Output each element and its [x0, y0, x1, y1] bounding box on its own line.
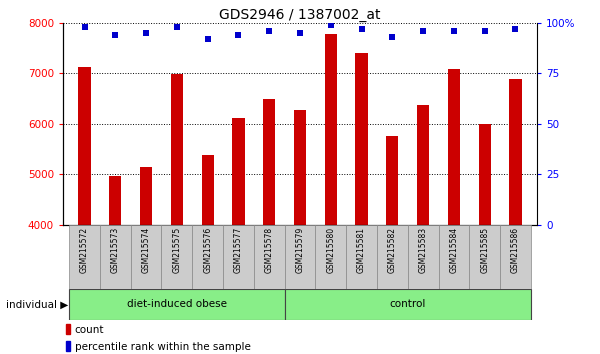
Point: [449, 28, 458, 34]
Bar: [223, 225, 254, 289]
Text: GSM215576: GSM215576: [203, 227, 212, 273]
Bar: [355, 53, 368, 225]
Bar: [294, 110, 306, 225]
Point: [326, 22, 335, 28]
Point: [357, 26, 367, 32]
Point: [233, 32, 243, 38]
Bar: [254, 225, 284, 289]
Point: [110, 32, 120, 38]
Bar: [171, 74, 183, 225]
Bar: [161, 225, 192, 289]
Bar: [100, 225, 131, 289]
Bar: [65, 341, 70, 351]
Text: GSM215573: GSM215573: [111, 227, 120, 273]
Text: GSM215577: GSM215577: [234, 227, 243, 273]
Text: GSM215572: GSM215572: [80, 227, 89, 273]
Bar: [316, 225, 346, 289]
Bar: [284, 289, 531, 320]
Bar: [202, 155, 214, 225]
Bar: [263, 99, 275, 225]
Bar: [439, 225, 469, 289]
Point: [511, 26, 520, 32]
Text: GSM215584: GSM215584: [449, 227, 458, 273]
Point: [388, 34, 397, 40]
Bar: [417, 105, 429, 225]
Bar: [346, 225, 377, 289]
Text: GSM215585: GSM215585: [480, 227, 489, 273]
Text: GSM215583: GSM215583: [419, 227, 428, 273]
Bar: [509, 79, 521, 225]
Point: [172, 24, 182, 30]
Text: GSM215582: GSM215582: [388, 227, 397, 273]
Bar: [479, 124, 491, 225]
Text: GSM215578: GSM215578: [265, 227, 274, 273]
Bar: [109, 176, 121, 225]
Bar: [386, 136, 398, 225]
Bar: [500, 225, 531, 289]
Bar: [448, 69, 460, 225]
Bar: [69, 289, 284, 320]
Bar: [65, 324, 70, 335]
Text: GSM215574: GSM215574: [142, 227, 151, 273]
Bar: [140, 167, 152, 225]
Bar: [192, 225, 223, 289]
Bar: [232, 118, 245, 225]
Bar: [79, 67, 91, 225]
Text: percentile rank within the sample: percentile rank within the sample: [75, 342, 251, 352]
Bar: [325, 34, 337, 225]
Text: diet-induced obese: diet-induced obese: [127, 299, 227, 309]
Text: control: control: [389, 299, 426, 309]
Bar: [284, 225, 316, 289]
Text: GSM215575: GSM215575: [172, 227, 181, 273]
Point: [203, 36, 212, 42]
Text: individual ▶: individual ▶: [6, 299, 68, 309]
Text: count: count: [75, 325, 104, 335]
Text: GSM215581: GSM215581: [357, 227, 366, 273]
Point: [265, 28, 274, 34]
Text: GSM215580: GSM215580: [326, 227, 335, 273]
Text: GSM215579: GSM215579: [296, 227, 305, 273]
Point: [480, 28, 490, 34]
Point: [80, 24, 89, 30]
Text: GSM215586: GSM215586: [511, 227, 520, 273]
Point: [418, 28, 428, 34]
Bar: [377, 225, 408, 289]
Bar: [469, 225, 500, 289]
Title: GDS2946 / 1387002_at: GDS2946 / 1387002_at: [219, 8, 381, 22]
Point: [295, 30, 305, 36]
Bar: [408, 225, 439, 289]
Point: [142, 30, 151, 36]
Bar: [69, 225, 100, 289]
Bar: [131, 225, 161, 289]
